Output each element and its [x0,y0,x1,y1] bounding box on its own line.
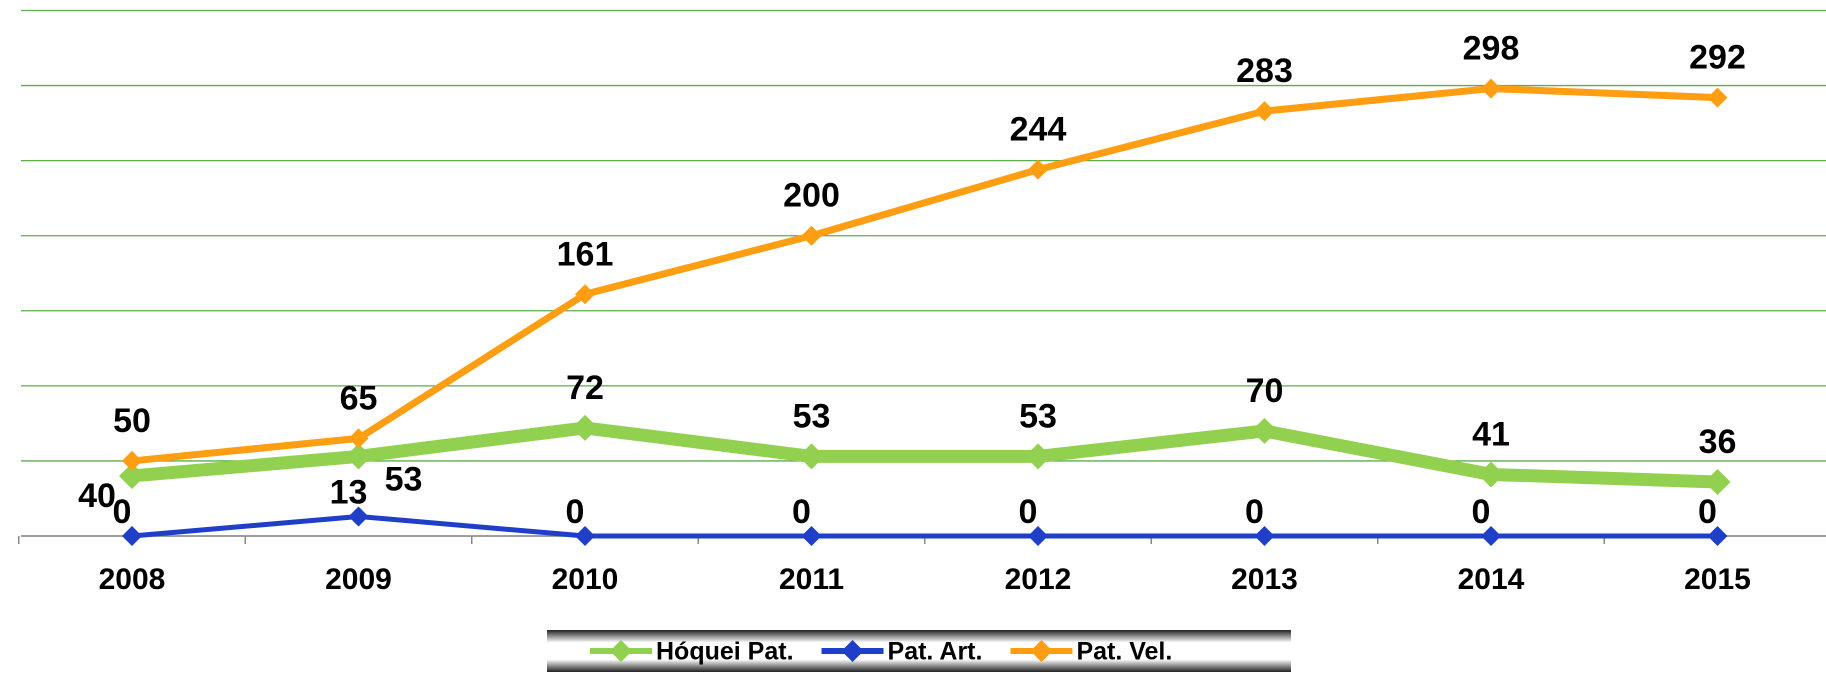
data-label: 244 [1010,111,1067,149]
data-label: 283 [1236,52,1293,90]
point [575,526,595,546]
point [1254,101,1275,122]
point [1481,526,1501,546]
data-label: 0 [1245,493,1264,531]
data-label: 40 [78,477,116,515]
point [1707,87,1728,108]
point [122,450,142,471]
point [801,225,822,246]
data-label: 200 [783,177,840,215]
data-label: 53 [793,397,831,435]
data-label: 0 [792,493,811,531]
data-label: 36 [1699,423,1737,461]
series-line [131,513,1718,539]
data-label: 53 [1019,397,1057,435]
x-tick-label: 2015 [1684,563,1751,596]
x-tick-label: 2008 [99,563,166,596]
x-tick-label: 2010 [552,563,619,596]
x-tick-label: 2012 [1005,563,1072,596]
data-label: 50 [113,402,151,440]
series-line [131,421,1718,489]
legend-label: Hóquei Pat. [656,638,794,666]
point [1028,159,1048,180]
data-label: 0 [566,493,585,531]
point [348,506,369,527]
x-tick-label: 2014 [1458,563,1525,596]
point [1481,78,1501,99]
point [572,414,598,441]
data-label: 72 [566,369,604,407]
point [1251,417,1278,444]
point [575,284,595,305]
legend-label: Pat. Art. [888,638,983,666]
legend-box [547,630,1291,672]
point [1025,443,1051,470]
data-label: 0 [1019,493,1038,531]
point [1028,526,1048,546]
point [801,526,822,546]
data-label: 0 [1472,493,1491,531]
x-tick-label: 2011 [779,563,844,596]
point [1254,526,1275,546]
legend-label: Pat. Vel. [1076,638,1172,666]
data-label: 0 [113,493,132,531]
point [1478,461,1504,488]
data-label: 53 [385,460,423,498]
legend-marker [610,640,632,662]
point [1704,468,1731,495]
data-label: 70 [1246,372,1284,410]
data-label: 65 [340,379,378,417]
point [1707,526,1728,546]
point [345,443,372,470]
legend-marker [1030,640,1053,662]
series-line [131,85,1718,465]
point [122,526,142,546]
data-label: 0 [1698,493,1717,531]
data-label: 298 [1463,30,1520,68]
point [348,428,369,449]
data-label: 161 [557,235,614,273]
x-tick-label: 2013 [1231,563,1298,596]
point [798,443,825,470]
data-label: 292 [1689,39,1746,77]
x-tick-label: 2009 [325,563,392,596]
legend-marker [841,640,864,662]
data-label: 13 [330,473,368,511]
data-label: 41 [1472,415,1510,453]
point [119,462,145,489]
